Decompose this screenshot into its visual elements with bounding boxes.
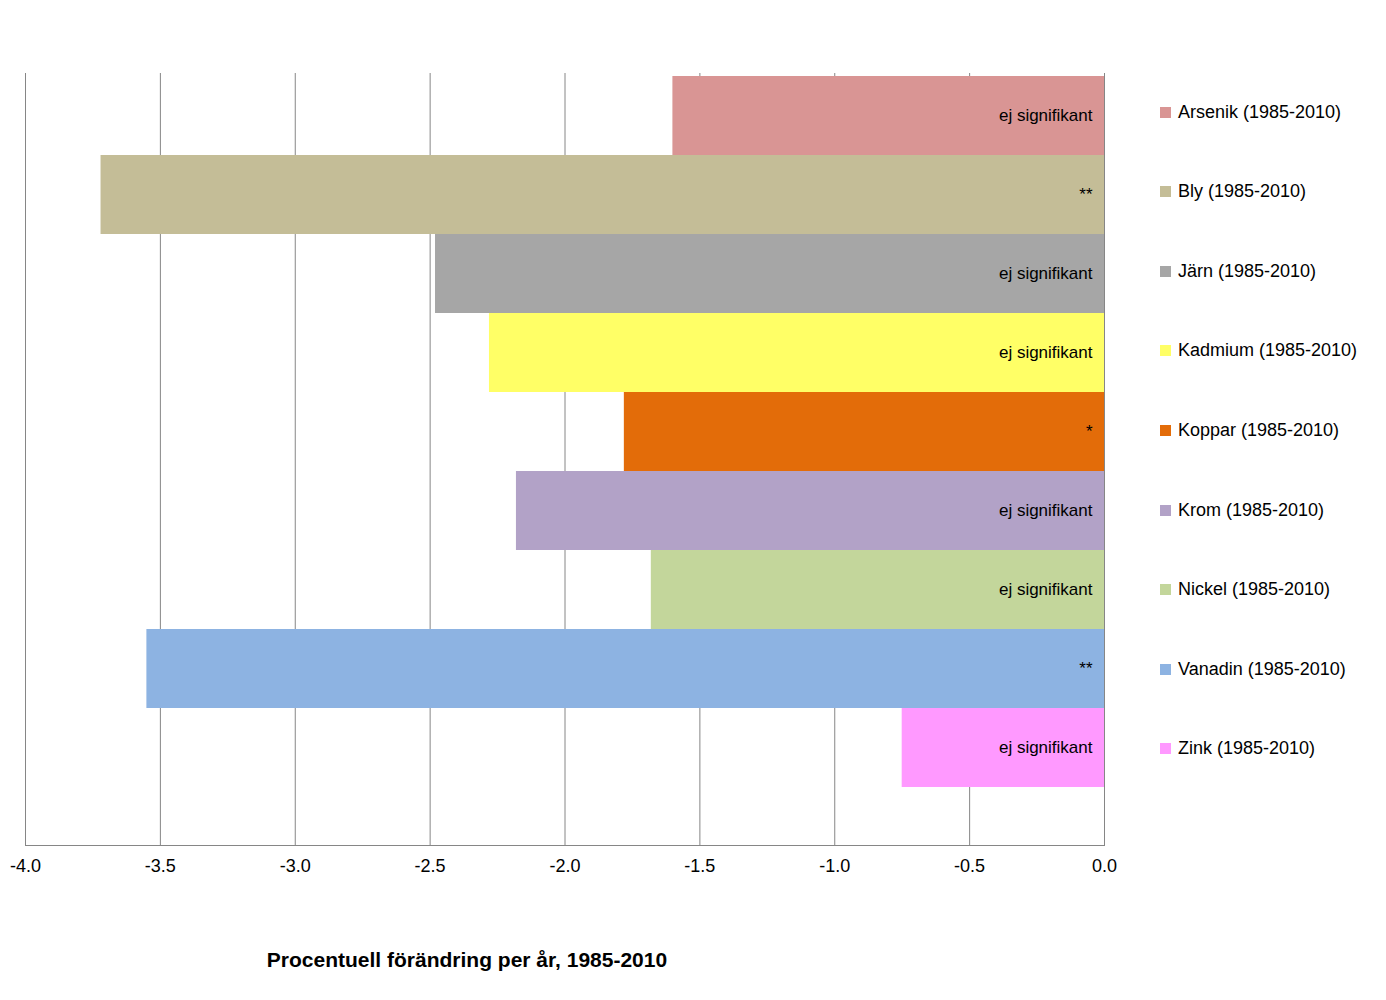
svg-text:ej signifikant: ej signifikant <box>999 580 1093 599</box>
svg-text:-3.0: -3.0 <box>280 856 311 876</box>
svg-text:-2.5: -2.5 <box>415 856 446 876</box>
svg-text:ej signifikant: ej signifikant <box>999 106 1093 125</box>
svg-text:ej signifikant: ej signifikant <box>999 501 1093 520</box>
svg-text:-4.0: -4.0 <box>10 856 41 876</box>
svg-text:*: * <box>1086 422 1093 441</box>
html-text:Krom (1985-2010): Krom (1985-2010) <box>1178 499 1325 520</box>
html-text:Zink (1985-2010): Zink (1985-2010) <box>1178 738 1316 759</box>
html-text:Kadmium (1985-2010): Kadmium (1985-2010) <box>1178 340 1358 361</box>
svg-text:-3.5: -3.5 <box>145 856 176 876</box>
svg-text:0.0: 0.0 <box>1092 856 1117 876</box>
html-text:Bly (1985-2010): Bly (1985-2010) <box>1178 181 1307 202</box>
svg-text:**: ** <box>1079 185 1093 204</box>
html-text:Nickel (1985-2010): Nickel (1985-2010) <box>1178 579 1331 600</box>
svg-text:-1.0: -1.0 <box>819 856 850 876</box>
svg-text:-0.5: -0.5 <box>954 856 985 876</box>
svg-text:ej signifikant: ej signifikant <box>999 264 1093 283</box>
svg-text:-2.0: -2.0 <box>549 856 580 876</box>
html-text:Koppar (1985-2010): Koppar (1985-2010) <box>1178 420 1340 440</box>
html-text:Vanadin (1985-2010): Vanadin (1985-2010) <box>1178 658 1346 679</box>
html-text:Procentuell förändring per år,: Procentuell förändring per år, 1985-2010 <box>266 948 668 971</box>
svg-text:ej signifikant: ej signifikant <box>999 343 1093 362</box>
svg-text:**: ** <box>1079 659 1093 678</box>
svg-text:ej signifikant: ej signifikant <box>999 738 1093 757</box>
html-text:Arsenik (1985-2010): Arsenik (1985-2010) <box>1178 101 1342 122</box>
svg-text:-1.5: -1.5 <box>684 856 715 876</box>
html-text:Järn (1985-2010): Järn (1985-2010) <box>1178 260 1317 281</box>
